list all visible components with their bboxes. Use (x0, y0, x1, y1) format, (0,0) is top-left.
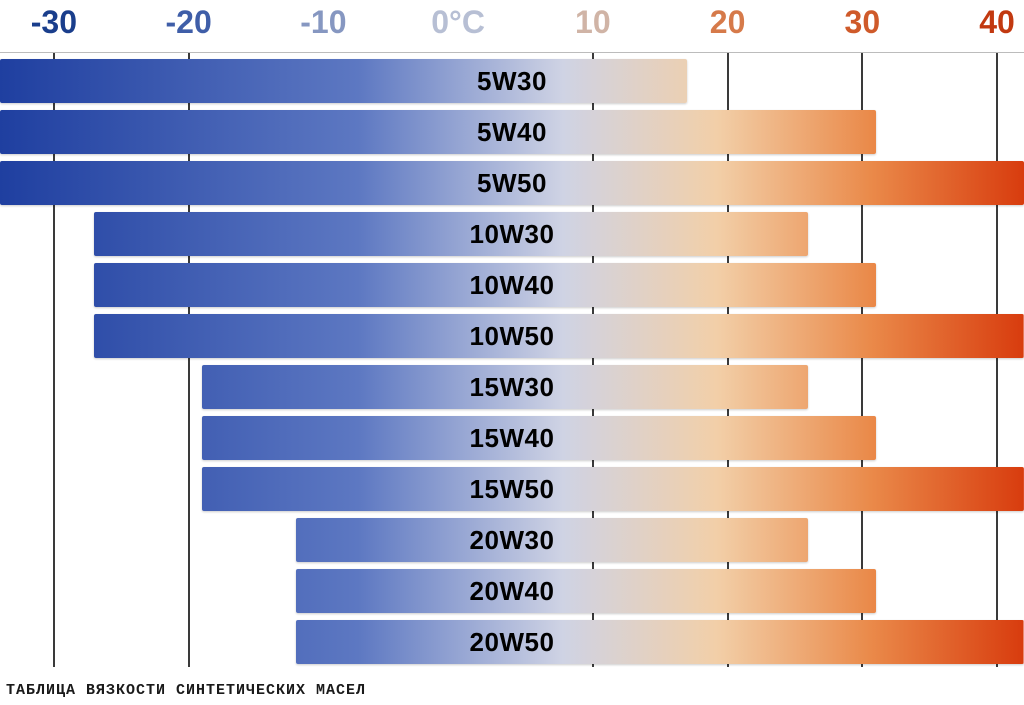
bar-row: 20W40 (0, 569, 1024, 613)
temperature-range-bar (94, 314, 1024, 358)
temperature-range-bar (296, 569, 875, 613)
axis-tick-label: 20 (710, 4, 746, 41)
bar-label: 5W40 (477, 110, 547, 154)
bar-row: 20W30 (0, 518, 1024, 562)
bar-row: 5W40 (0, 110, 1024, 154)
bar-label: 20W40 (470, 569, 555, 613)
axis-tick-label: 0°C (431, 4, 485, 41)
bar-label: 20W50 (470, 620, 555, 664)
temperature-range-bar (0, 59, 687, 103)
x-axis: -30 -20 -10 0°C 10 20 30 40 (0, 0, 1024, 52)
bar-row: 10W40 (0, 263, 1024, 307)
bar-label: 15W40 (470, 416, 555, 460)
bar-row: 15W50 (0, 467, 1024, 511)
temperature-range-bar (0, 110, 876, 154)
temperature-range-bar (202, 467, 1024, 511)
bar-label: 10W50 (470, 314, 555, 358)
bar-label: 10W40 (470, 263, 555, 307)
chart-caption: Таблица вязкости синтетических масел (6, 682, 366, 699)
temperature-range-bar (94, 212, 808, 256)
axis-tick-label: 40 (979, 4, 1015, 41)
bar-label: 20W30 (470, 518, 555, 562)
axis-tick-label: -20 (166, 4, 212, 41)
bar-row: 10W30 (0, 212, 1024, 256)
axis-tick-label: 30 (845, 4, 881, 41)
axis-tick-label: 10 (575, 4, 611, 41)
bar-label: 10W30 (470, 212, 555, 256)
axis-tick-label: -10 (300, 4, 346, 41)
bar-label: 15W30 (470, 365, 555, 409)
plot-area: 5W30 5W40 5W50 10W30 10W40 10W50 15W30 15W40 15W… (0, 52, 1024, 667)
bar-row: 5W50 (0, 161, 1024, 205)
bar-row: 15W30 (0, 365, 1024, 409)
bar-row: 15W40 (0, 416, 1024, 460)
bar-row: 20W50 (0, 620, 1024, 664)
viscosity-chart: -30 -20 -10 0°C 10 20 30 40 5W30 5W40 5W50 10W30 10… (0, 0, 1024, 705)
bar-row: 10W50 (0, 314, 1024, 358)
bar-label: 15W50 (470, 467, 555, 511)
bar-row: 5W30 (0, 59, 1024, 103)
bar-label: 5W30 (477, 59, 547, 103)
temperature-range-bar (296, 620, 1024, 664)
axis-tick-label: -30 (31, 4, 77, 41)
bar-label: 5W50 (477, 161, 547, 205)
